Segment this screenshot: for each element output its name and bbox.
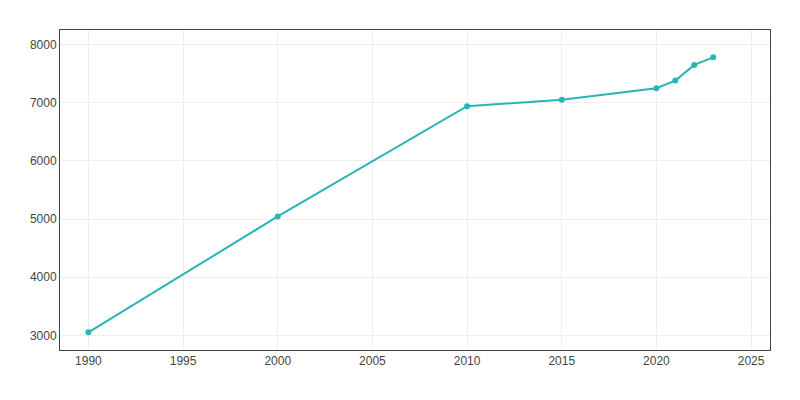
svg-text:2020: 2020	[643, 354, 670, 368]
svg-text:2010: 2010	[454, 354, 481, 368]
svg-text:2025: 2025	[738, 354, 765, 368]
svg-text:2005: 2005	[359, 354, 386, 368]
svg-text:1995: 1995	[170, 354, 197, 368]
svg-text:5000: 5000	[30, 212, 57, 226]
svg-text:2000: 2000	[264, 354, 291, 368]
svg-text:2015: 2015	[548, 354, 575, 368]
svg-text:1990: 1990	[75, 354, 102, 368]
svg-text:6000: 6000	[30, 154, 57, 168]
svg-text:4000: 4000	[30, 270, 57, 284]
svg-text:3000: 3000	[30, 329, 57, 343]
svg-text:7000: 7000	[30, 96, 57, 110]
svg-text:8000: 8000	[30, 38, 57, 52]
